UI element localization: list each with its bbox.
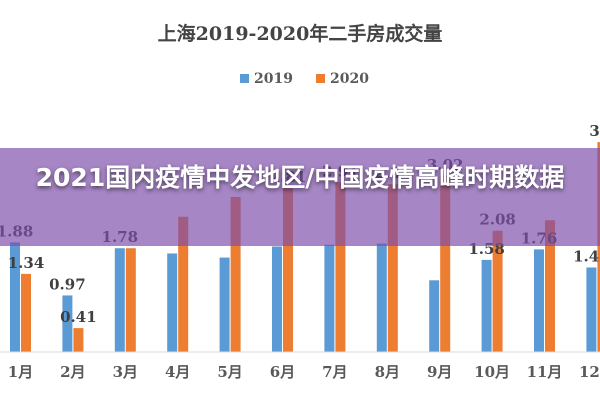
x-tick-label: 3月 xyxy=(113,363,138,381)
data-label: 1.34 xyxy=(8,254,45,272)
data-label: 1.45 xyxy=(573,247,600,265)
bar-2020-3月 xyxy=(125,248,136,352)
bar-2020-8月 xyxy=(387,184,398,352)
overlay-banner xyxy=(0,148,600,246)
x-tick-label: 6月 xyxy=(270,363,295,381)
legend-label-2019: 2019 xyxy=(254,71,293,87)
legend-swatch-2019 xyxy=(240,74,249,83)
x-tick-label: 4月 xyxy=(165,363,190,381)
legend: 2019 2020 xyxy=(240,71,369,87)
data-label: 0.97 xyxy=(49,275,86,293)
bar-2020-2月 xyxy=(73,328,84,352)
bar-2019-10月 xyxy=(481,259,492,352)
x-tick-label: 8月 xyxy=(375,363,400,381)
bar-2019-1月 xyxy=(10,242,20,352)
legend-swatch-2020 xyxy=(316,74,325,83)
bar-2020-9月 xyxy=(440,175,451,352)
x-tick-label: 11月 xyxy=(527,363,563,381)
bar-2020-1月 xyxy=(21,273,31,352)
x-tick-label: 2月 xyxy=(60,363,85,381)
bar-2020-4月 xyxy=(178,216,189,352)
x-tick-label: 12月 xyxy=(579,363,600,381)
bars-group xyxy=(10,142,600,352)
data-label: 0.41 xyxy=(60,308,97,326)
chart-title: 上海2019-2020年二手房成交量 xyxy=(158,22,443,45)
bar-2020-10月 xyxy=(492,230,503,352)
bar-2019-9月 xyxy=(429,280,440,352)
bar-2020-5月 xyxy=(230,196,241,352)
x-tick-label: 10月 xyxy=(474,363,510,381)
bar-2019-12月 xyxy=(586,267,597,352)
x-tick-label: 9月 xyxy=(427,363,452,381)
bar-2019-2月 xyxy=(62,295,73,352)
bar-2020-6月 xyxy=(283,188,293,352)
bar-2019-5月 xyxy=(219,257,230,352)
data-label: 3.6 xyxy=(589,122,600,140)
bar-2020-12月 xyxy=(597,142,600,352)
x-tick-label: 7月 xyxy=(322,363,347,381)
bar-2019-11月 xyxy=(534,249,544,352)
x-tick-labels: 1月 2月 3月 4月 5月 6月 7月 8月 9月 10月 11月 12月 xyxy=(8,363,600,381)
x-tick-label: 1月 xyxy=(8,363,33,381)
bar-2019-6月 xyxy=(272,246,282,352)
bar-2020-7月 xyxy=(335,182,346,352)
bar-2019-3月 xyxy=(114,248,125,352)
bar-2019-8月 xyxy=(376,243,387,352)
overlay-headline: 2021国内疫情中发地区/中国疫情高峰时期数据 xyxy=(35,163,565,192)
bar-2019-7月 xyxy=(324,244,335,352)
legend-label-2020: 2020 xyxy=(330,71,369,87)
x-tick-label: 5月 xyxy=(217,363,242,381)
bar-2019-4月 xyxy=(167,253,178,352)
bar-2020-11月 xyxy=(545,220,555,352)
